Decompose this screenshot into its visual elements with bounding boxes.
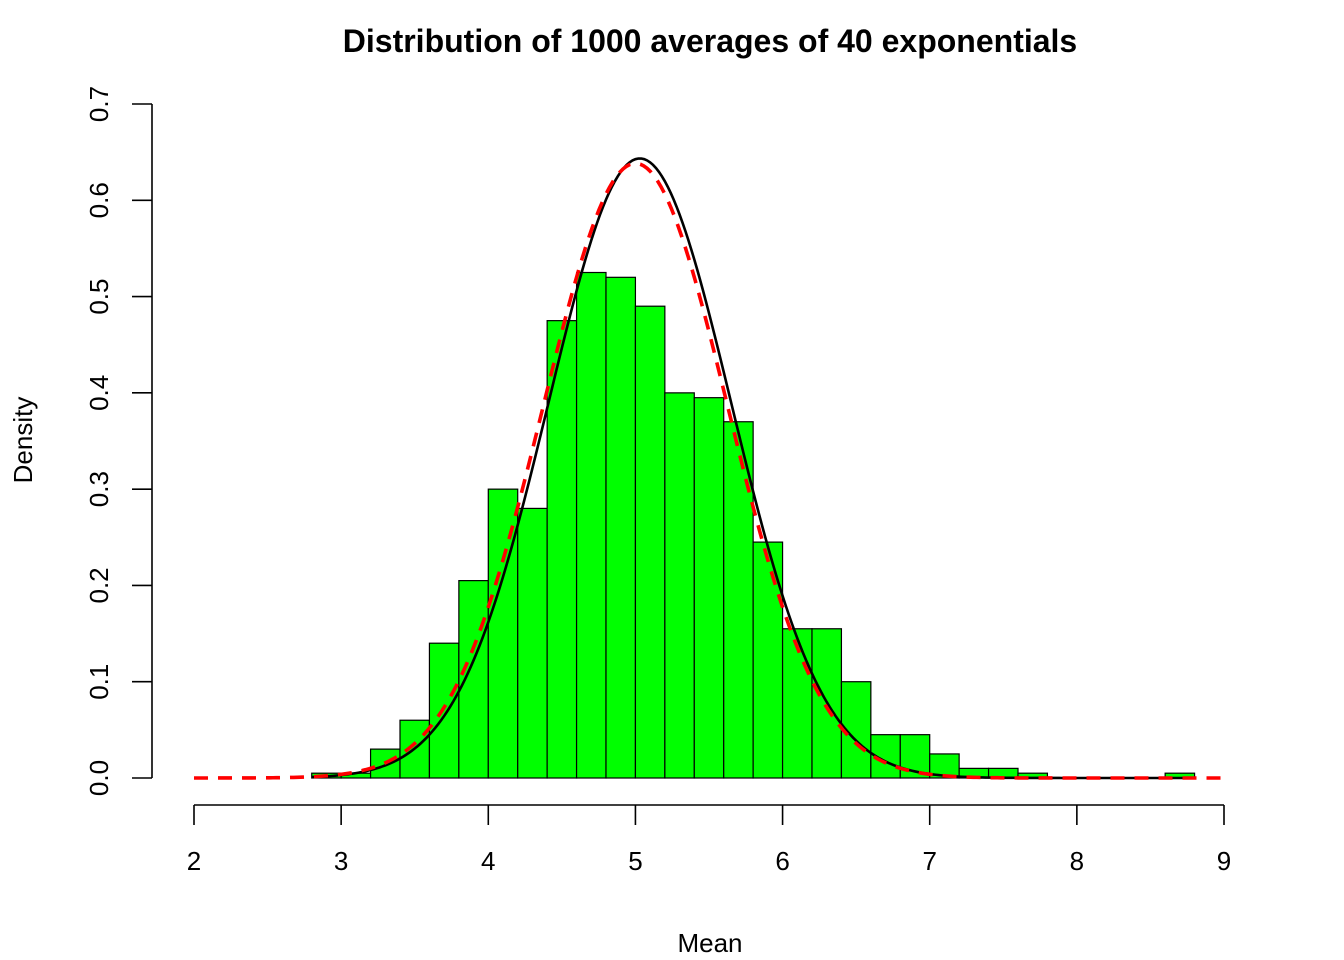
y-tick-label: 0.1 — [84, 664, 114, 700]
histogram-bars — [311, 271, 1196, 779]
x-axis-label: Mean — [677, 928, 742, 958]
histogram-bar — [487, 488, 519, 779]
y-tick-label: 0.4 — [84, 375, 114, 411]
histogram-bar — [664, 392, 695, 779]
x-tick-label: 5 — [628, 846, 642, 876]
y-tick-label: 0.0 — [84, 760, 114, 796]
x-tick-label: 7 — [922, 846, 936, 876]
x-tick-label: 3 — [334, 846, 348, 876]
histogram-bar — [723, 421, 754, 779]
histogram-bar — [781, 628, 813, 779]
histogram-bar — [575, 271, 607, 779]
y-axis-label: Density — [8, 397, 38, 484]
y-axis: 0.0 0.1 0.2 0.3 0.4 0.5 0.6 0.7 — [84, 86, 153, 796]
y-tick-label: 0.7 — [84, 86, 114, 122]
x-tick-label: 2 — [187, 846, 201, 876]
histogram-bar — [517, 507, 548, 779]
histogram-bar — [634, 305, 666, 779]
y-tick-label: 0.2 — [84, 567, 114, 603]
density-curves — [194, 157, 1224, 780]
histogram-bar — [693, 397, 725, 779]
x-tick-label: 9 — [1217, 846, 1231, 876]
normal-density-curve-dashed — [194, 161, 1224, 780]
x-tick-label: 6 — [775, 846, 789, 876]
chart-title: Distribution of 1000 averages of 40 expo… — [343, 23, 1077, 59]
x-axis: 2 3 4 5 6 7 8 9 — [187, 804, 1231, 876]
histogram-bar — [458, 580, 489, 779]
x-tick-label: 4 — [481, 846, 495, 876]
y-tick-label: 0.3 — [84, 471, 114, 507]
y-tick-label: 0.5 — [84, 278, 114, 314]
histogram-bar — [605, 276, 637, 779]
x-tick-label: 8 — [1070, 846, 1084, 876]
histogram-bar — [546, 320, 578, 779]
y-tick-label: 0.6 — [84, 182, 114, 218]
